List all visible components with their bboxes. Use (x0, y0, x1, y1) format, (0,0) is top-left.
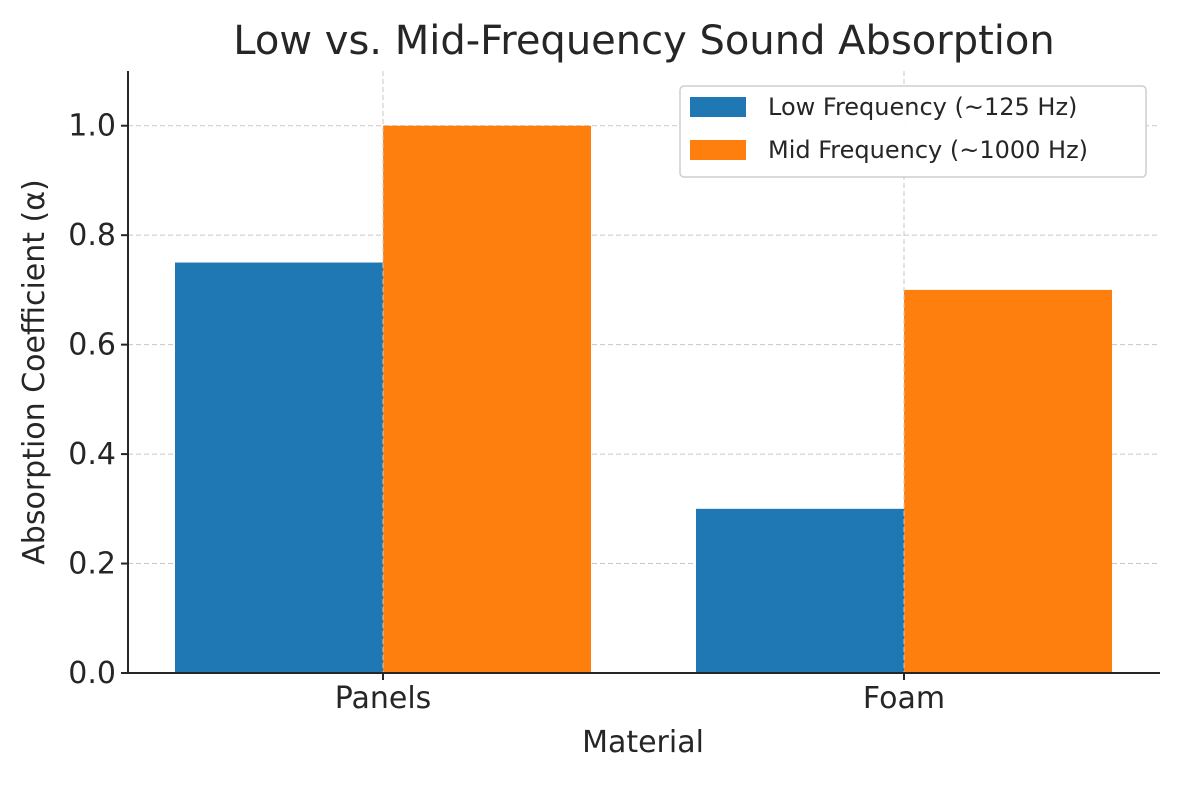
legend-swatch (690, 140, 746, 160)
y-tick-label: 0.8 (68, 218, 116, 253)
x-axis-label: Material (582, 725, 704, 760)
bar-panels-series-1 (175, 262, 383, 673)
bar-foam-series-1 (696, 508, 904, 673)
y-axis-label: Absorption Coefficient (α) (17, 179, 52, 564)
legend-swatch (690, 97, 746, 117)
y-tick-label: 0.0 (68, 656, 116, 691)
bar-foam-series-2 (904, 289, 1112, 673)
legend-label: Low Frequency (~125 Hz) (768, 93, 1077, 121)
y-tick-label: 0.6 (68, 328, 116, 363)
x-tick-label: Foam (863, 681, 945, 716)
chart-title: Low vs. Mid-Frequency Sound Absorption (233, 18, 1054, 64)
y-tick-label: 0.2 (68, 547, 116, 582)
legend-label: Mid Frequency (~1000 Hz) (768, 136, 1088, 164)
legend-box (679, 85, 1147, 178)
y-tick-label: 1.0 (68, 109, 116, 144)
y-tick-label: 0.4 (68, 437, 116, 472)
x-tick-label: Panels (335, 681, 432, 716)
bar-panels-series-2 (383, 125, 591, 673)
